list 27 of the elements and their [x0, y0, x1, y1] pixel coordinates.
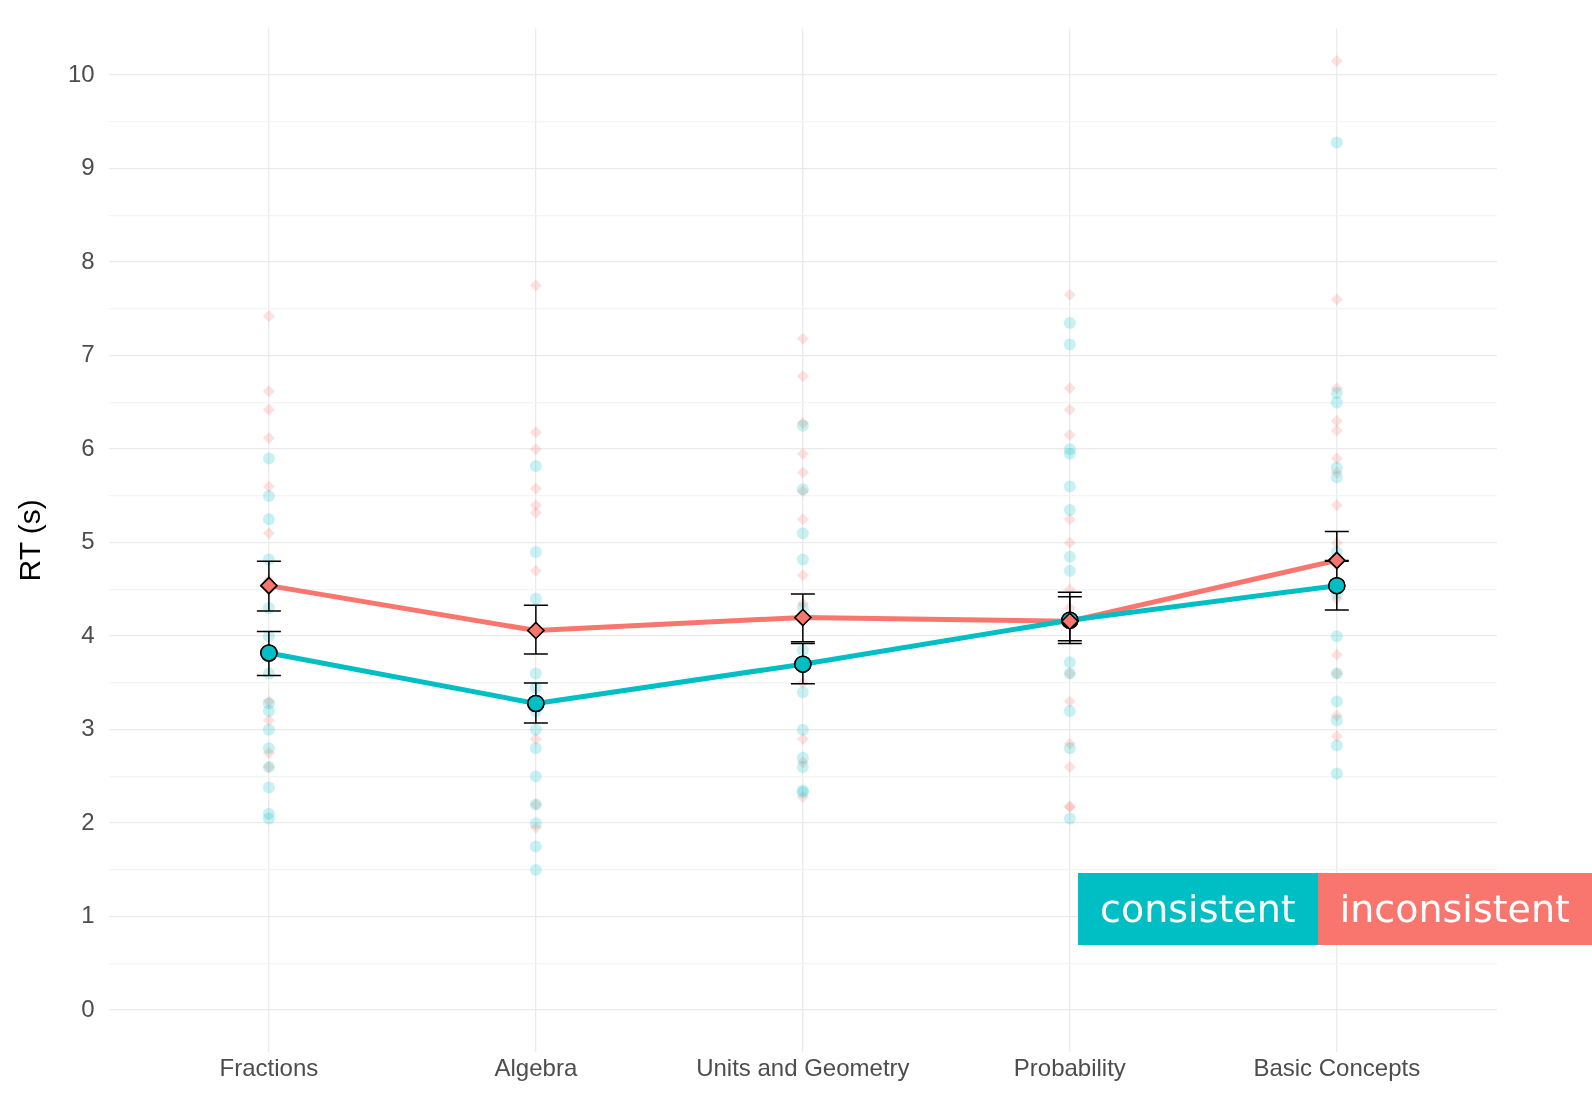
y-tick-label: 10	[67, 59, 95, 87]
x-tick-label: Basic Concepts	[1253, 1054, 1421, 1082]
point	[1328, 551, 1346, 570]
point	[260, 644, 278, 662]
y-tick-label: 8	[81, 246, 95, 274]
point	[1328, 576, 1346, 595]
y-tick-label: 6	[81, 433, 95, 461]
y-tick-label: 4	[81, 620, 95, 648]
x-tick-label: Probability	[1013, 1054, 1126, 1082]
point	[794, 655, 812, 673]
x-tick-label: Algebra	[494, 1054, 578, 1082]
y-tick-label: 5	[81, 527, 95, 555]
point	[527, 694, 545, 713]
y-tick-label: 2	[81, 807, 95, 835]
point	[527, 621, 545, 640]
point	[260, 576, 278, 595]
y-tick-label: 7	[81, 340, 95, 368]
y-tick-label: 1	[81, 901, 95, 929]
text: consistent	[1078, 873, 1318, 945]
y-tick-label: 9	[81, 153, 95, 181]
x-tick-label: Fractions	[219, 1054, 319, 1082]
text: inconsistent	[1317, 873, 1592, 945]
point	[794, 608, 812, 627]
y-axis-title: RT (s)	[13, 499, 47, 582]
y-tick-label: 0	[81, 994, 95, 1022]
y-tick-label: 3	[81, 714, 95, 742]
x-tick-label: Units and Geometry	[696, 1054, 910, 1082]
